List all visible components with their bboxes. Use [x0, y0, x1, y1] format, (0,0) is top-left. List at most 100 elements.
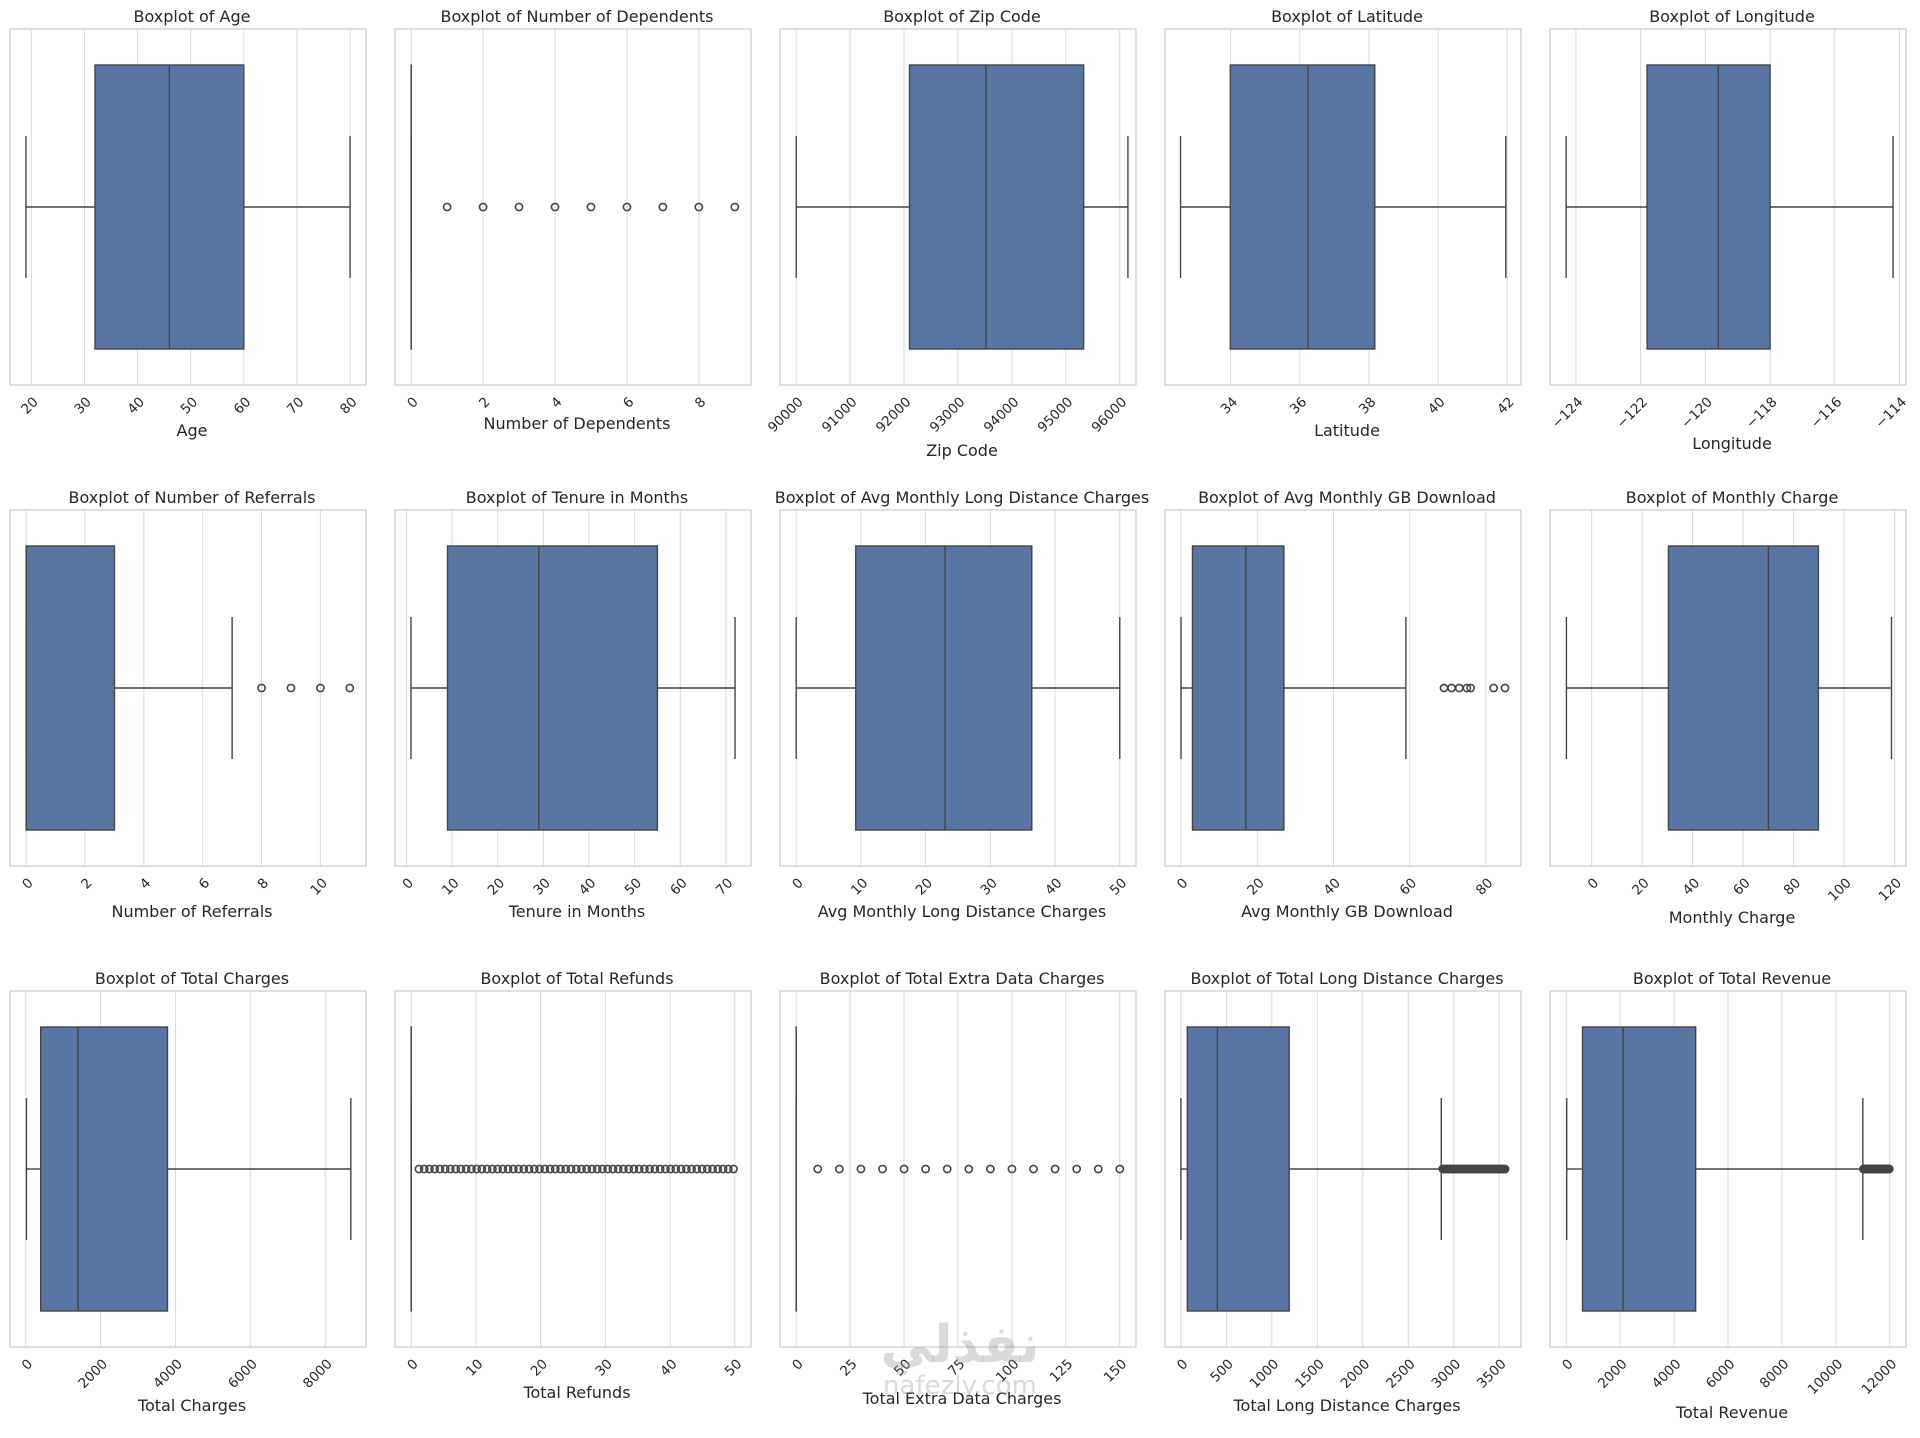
- x-tick-label: 60: [1397, 875, 1420, 898]
- x-tick-label: 20: [913, 875, 936, 898]
- x-tick-label: 20: [1244, 875, 1267, 898]
- x-tick-label: 60: [231, 394, 254, 417]
- x-tick-label: 30: [977, 875, 1000, 898]
- watermark-logo-text: نفذلي: [840, 1318, 1080, 1372]
- x-tick-label: −114: [1872, 394, 1910, 432]
- x-tick-label: 42: [1494, 394, 1517, 417]
- x-tick-label: 70: [284, 394, 307, 417]
- x-axis-label: Number of Referrals: [0, 902, 384, 921]
- x-axis-label: Total Long Distance Charges: [1155, 1396, 1539, 1415]
- x-tick-label: −116: [1808, 394, 1846, 432]
- x-tick-label: 40: [576, 875, 599, 898]
- outlier-point: [1440, 684, 1447, 691]
- iqr-box: [1187, 1027, 1289, 1311]
- x-tick-label: −122: [1614, 394, 1652, 432]
- x-tick-label: 6000: [225, 1356, 261, 1392]
- x-tick-label: 150: [1101, 1356, 1131, 1386]
- x-tick-label: 90000: [765, 394, 807, 436]
- x-tick-label: 30: [71, 394, 94, 417]
- boxplot-panel: Boxplot of Avg Monthly Long Distance Cha…: [770, 481, 1154, 957]
- outlier-point: [346, 684, 353, 691]
- x-axis-label: Avg Monthly Long Distance Charges: [770, 902, 1154, 921]
- outlier-point: [836, 1165, 843, 1172]
- outlier-point: [1448, 684, 1455, 691]
- x-tick-label: 0: [399, 875, 416, 892]
- x-tick-label: 95000: [1035, 394, 1077, 436]
- x-tick-label: 40: [1425, 394, 1448, 417]
- x-tick-label: 10: [439, 875, 462, 898]
- x-tick-label: 20: [528, 1356, 551, 1379]
- x-axis-label: Number of Dependents: [385, 414, 769, 433]
- x-tick-label: 120: [1876, 875, 1906, 905]
- x-tick-label: 4000: [1649, 1356, 1685, 1392]
- x-tick-label: 2500: [1383, 1356, 1419, 1392]
- x-tick-label: 3500: [1474, 1356, 1510, 1392]
- x-tick-label: 4: [137, 875, 154, 892]
- x-tick-label: −124: [1549, 394, 1587, 432]
- outlier-point: [515, 203, 522, 210]
- x-tick-label: 2000: [75, 1356, 111, 1392]
- x-tick-label: −120: [1678, 394, 1716, 432]
- x-axis-label: Total Revenue: [1540, 1403, 1920, 1422]
- x-tick-label: 91000: [819, 394, 861, 436]
- x-tick-label: 40: [125, 394, 148, 417]
- iqr-box: [26, 546, 114, 830]
- x-tick-label: 10: [848, 875, 871, 898]
- x-axis-label: Monthly Charge: [1540, 908, 1920, 927]
- x-tick-label: 6000: [1703, 1356, 1739, 1392]
- boxplot-svg: 20 30 40 50 60 70 80: [0, 0, 384, 476]
- x-tick-label: 2000: [1338, 1356, 1374, 1392]
- x-axis-label: Avg Monthly GB Download: [1155, 902, 1539, 921]
- x-tick-label: 4000: [150, 1356, 186, 1392]
- x-axis-label: Zip Code: [770, 441, 1154, 460]
- x-tick-label: 80: [337, 394, 360, 417]
- x-tick-label: 0: [404, 394, 421, 411]
- outlier-point: [730, 1165, 737, 1172]
- iqr-box: [856, 546, 1032, 830]
- x-tick-label: −118: [1743, 394, 1781, 432]
- outlier-point: [1501, 684, 1508, 691]
- x-tick-label: 40: [657, 1356, 680, 1379]
- outlier-point: [879, 1165, 886, 1172]
- x-axis-label: Total Charges: [0, 1396, 384, 1415]
- x-tick-label: 2: [78, 875, 95, 892]
- x-tick-label: 2: [476, 394, 493, 411]
- x-tick-label: 0: [19, 1356, 36, 1373]
- x-tick-label: 1500: [1292, 1356, 1328, 1392]
- x-tick-label: 94000: [981, 394, 1023, 436]
- watermark: نفذلي nafezly.com: [840, 1318, 1080, 1400]
- x-tick-label: 40: [1680, 875, 1703, 898]
- outlier-point: [287, 684, 294, 691]
- x-tick-label: 70: [713, 875, 736, 898]
- boxplot-svg: −124 −122 −120 −118 −116 −114: [1540, 0, 1920, 476]
- x-tick-label: 50: [1107, 875, 1130, 898]
- x-tick-label: 60: [667, 875, 690, 898]
- watermark-url: nafezly.com: [840, 1372, 1080, 1400]
- x-tick-label: 50: [178, 394, 201, 417]
- x-tick-label: 2000: [1595, 1356, 1631, 1392]
- iqr-box: [1647, 65, 1770, 349]
- x-tick-label: 20: [485, 875, 508, 898]
- x-tick-label: 20: [18, 394, 41, 417]
- x-tick-label: 20: [1629, 875, 1652, 898]
- outlier-point: [587, 203, 594, 210]
- outlier-point: [444, 203, 451, 210]
- axes-frame: [395, 29, 751, 385]
